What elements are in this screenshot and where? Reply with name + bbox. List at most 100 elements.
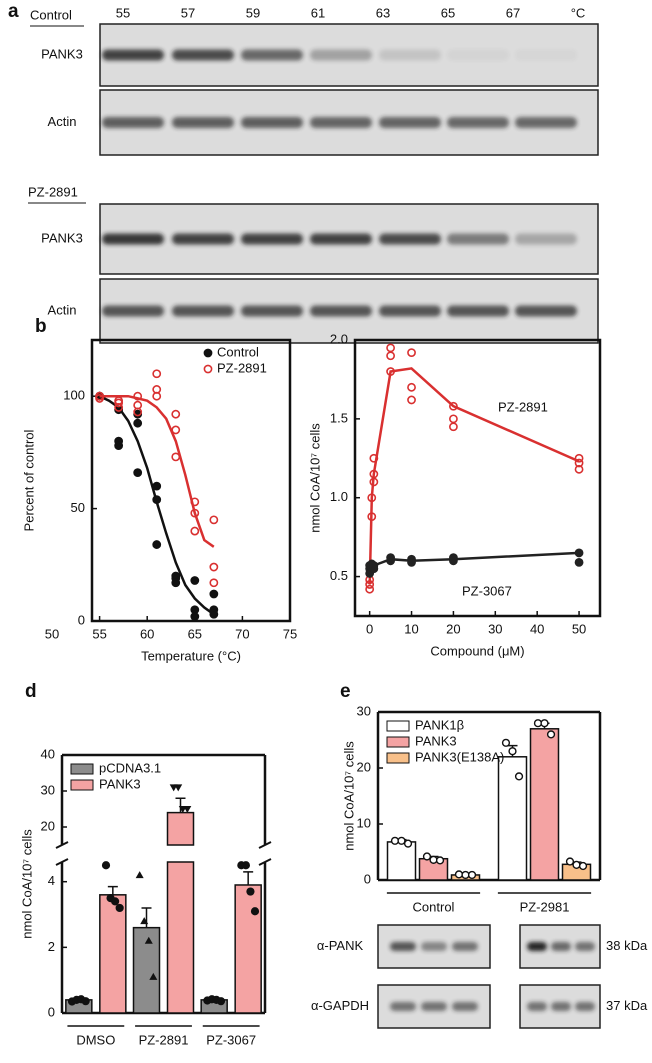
panel-label: a [8, 1, 19, 22]
bar [386, 841, 417, 881]
blot-band [310, 117, 372, 128]
blot-band [379, 233, 441, 245]
lane-label: 57 [181, 5, 195, 20]
blot-band [310, 305, 372, 317]
y-tick-label: 4 [48, 873, 55, 888]
axis-break [258, 841, 272, 849]
data-point [574, 464, 584, 474]
error-bar [141, 907, 152, 928]
data-point [152, 481, 162, 491]
data-point [209, 562, 219, 572]
data-point [546, 730, 556, 739]
data-point [386, 367, 395, 376]
axis-break [258, 858, 272, 866]
legend-marker [203, 364, 213, 374]
data-point [574, 557, 584, 567]
y-tick-label: 1.5 [330, 410, 348, 425]
bar [99, 894, 127, 1014]
blot-band [102, 233, 164, 245]
data-point [133, 391, 143, 401]
blot-band [102, 49, 164, 61]
data-point [407, 557, 416, 567]
data-point [133, 468, 143, 478]
blot-band [241, 117, 303, 128]
x-tick-label: 55 [92, 626, 106, 641]
lane-label: 67 [506, 5, 520, 20]
data-point [183, 806, 192, 813]
blot-band [452, 1002, 478, 1011]
bar [166, 861, 195, 1014]
legend-label: PANK1β [415, 717, 464, 732]
data-point [152, 369, 162, 379]
data-point [111, 897, 120, 906]
data-point [449, 556, 458, 566]
row-label: Actin [48, 114, 77, 129]
legend-label: PANK3 [415, 733, 457, 748]
y-tick-label: 30 [41, 782, 55, 797]
x-tick-label: Control [413, 899, 455, 914]
data-point [81, 997, 90, 1006]
lane-label: 61 [311, 5, 325, 20]
data-point [508, 747, 517, 756]
row-label: Actin [48, 302, 77, 317]
x-tick-label: 20 [446, 621, 460, 636]
x-tick-label: 65 [188, 626, 202, 641]
x-axis-label: Temperature (°C) [141, 648, 241, 663]
data-point [152, 495, 162, 505]
data-point [135, 871, 144, 879]
y-tick-label: 0 [364, 871, 371, 886]
y-tick-label: 0 [48, 1004, 55, 1019]
data-point [171, 425, 181, 435]
data-point [190, 526, 200, 536]
data-point [365, 584, 375, 594]
data-point [209, 578, 219, 588]
lane-label: 59 [246, 5, 260, 20]
data-point [369, 453, 379, 463]
data-point [171, 578, 181, 588]
y-tick-label: 20 [41, 818, 55, 833]
panel-label: e [340, 681, 351, 702]
blot-band [379, 117, 441, 128]
data-point [241, 861, 250, 870]
data-point [449, 401, 458, 411]
blot-band [527, 1002, 547, 1011]
data-point [574, 548, 584, 558]
data-point [114, 398, 124, 408]
data-point [386, 556, 395, 566]
legend-label: pCDNA3.1 [99, 760, 161, 775]
series-label: PZ-3067 [462, 583, 512, 598]
blot-band [575, 942, 595, 951]
blot-band [241, 49, 303, 61]
data-point [209, 609, 219, 619]
legend-swatch [386, 720, 410, 732]
bar [529, 728, 560, 881]
blot-band [575, 1002, 595, 1011]
lane-label: 55 [116, 5, 130, 20]
data-point [407, 395, 416, 405]
y-tick-label: 10 [357, 815, 371, 830]
blot-band [515, 50, 577, 61]
error-bar [175, 797, 186, 813]
x-tick-label: PZ-3067 [206, 1032, 256, 1047]
x-tick-label: 75 [283, 626, 297, 641]
bar [132, 926, 161, 1014]
blot-band [421, 942, 447, 951]
data-point [115, 903, 124, 913]
y-axis-label: nmol CoA/10⁷ cells [307, 423, 322, 533]
series-label: PZ-2891 [498, 399, 548, 414]
blot-band [379, 49, 441, 61]
y-tick-label: 40 [41, 746, 55, 761]
legend-label: Control [217, 344, 259, 359]
x-tick-label: DMSO [76, 1032, 115, 1047]
data-point [171, 409, 181, 419]
blot-band [241, 305, 303, 317]
y-tick-label: 2.0 [330, 331, 348, 346]
blot-band [310, 233, 372, 245]
data-point [209, 515, 219, 525]
data-point [386, 343, 395, 353]
y-tick-label: 0.5 [330, 568, 348, 583]
y-tick-label: 0 [78, 612, 85, 627]
y-tick-label: 50 [71, 500, 85, 515]
data-point [250, 907, 260, 916]
data-point [367, 512, 377, 522]
